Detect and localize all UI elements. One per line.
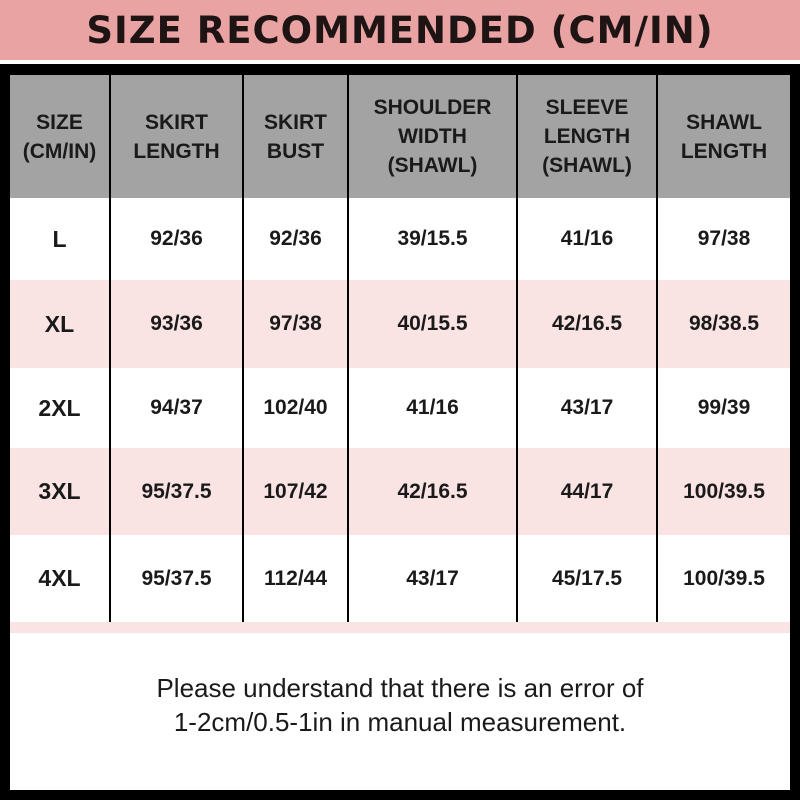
size-cell: L	[10, 198, 110, 280]
value-cell: 39/15.5	[347, 198, 517, 280]
header-line: SHAWL	[686, 110, 762, 134]
value-cell: 97/38	[656, 198, 790, 280]
measurement-note: Please understand that there is an error…	[10, 633, 790, 739]
value-cell: 44/17	[516, 448, 657, 535]
value-cell: 102/40	[242, 368, 348, 448]
column-header: SKIRT BUST	[242, 75, 348, 198]
header-line: BUST	[266, 139, 325, 163]
value-cell: 92/36	[242, 198, 348, 280]
header-line: SKIRT	[264, 110, 327, 134]
column-header: SLEEVE LENGTH (SHAWL)	[516, 75, 657, 198]
table-row: 2XL 94/37 102/40 41/16 43/17 99/39	[10, 368, 790, 448]
value-cell: 112/44	[242, 535, 348, 622]
column-header: SHOULDER WIDTH (SHAWL)	[347, 75, 517, 198]
header-line: WIDTH	[398, 125, 467, 148]
table-row: 3XL 95/37.5 107/42 42/16.5 44/17 100/39.5	[10, 448, 790, 535]
header-line: LENGTH	[680, 139, 768, 163]
value-cell: 92/36	[109, 198, 243, 280]
value-cell: 107/42	[242, 448, 348, 535]
column-header: SKIRT LENGTH	[109, 75, 243, 198]
header-line: (SHAWL)	[542, 154, 632, 177]
value-cell: 100/39.5	[656, 448, 790, 535]
value-cell: 42/16.5	[347, 448, 517, 535]
value-cell: 45/17.5	[516, 535, 657, 622]
value-cell: 42/16.5	[516, 280, 657, 368]
value-cell: 99/39	[656, 368, 790, 448]
value-cell: 95/37.5	[109, 535, 243, 622]
value-cell: 43/17	[516, 368, 657, 448]
value-cell: 40/15.5	[347, 280, 517, 368]
value-cell: 98/38.5	[656, 280, 790, 368]
value-cell: 41/16	[347, 368, 517, 448]
size-cell: 2XL	[10, 368, 110, 448]
table-row: 4XL 95/37.5 112/44 43/17 45/17.5 100/39.5	[10, 535, 790, 622]
pink-strip	[10, 622, 790, 633]
table-header-row: SIZE (CM/IN) SKIRT LENGTH SKIRT BUST SHOULDER W…	[10, 75, 790, 198]
note-line: Please understand that there is an error…	[156, 673, 644, 703]
note-line: 1-2cm/0.5-1in in manual measurement.	[173, 707, 627, 737]
value-cell: 93/36	[109, 280, 243, 368]
size-chart: SIZE (CM/IN) SKIRT LENGTH SKIRT BUST SHOULDER W…	[10, 75, 790, 790]
column-header: SIZE (CM/IN)	[10, 75, 110, 198]
header-line: (SHAWL)	[387, 154, 478, 177]
size-cell: XL	[10, 280, 110, 368]
value-cell: 94/37	[109, 368, 243, 448]
value-cell: 100/39.5	[656, 535, 790, 622]
header-line: LENGTH	[543, 125, 631, 148]
header-line: SIZE	[36, 110, 83, 134]
value-cell: 41/16	[516, 198, 657, 280]
size-table: SIZE (CM/IN) SKIRT LENGTH SKIRT BUST SHOULDER W…	[10, 75, 790, 622]
size-cell: 3XL	[10, 448, 110, 535]
header-line: SHOULDER	[373, 96, 492, 119]
size-cell: 4XL	[10, 535, 110, 622]
table-row: L 92/36 92/36 39/15.5 41/16 97/38	[10, 198, 790, 280]
value-cell: 43/17	[347, 535, 517, 622]
header-line: LENGTH	[133, 139, 220, 163]
column-header: SHAWL LENGTH	[656, 75, 790, 198]
value-cell: 95/37.5	[109, 448, 243, 535]
page-title: SIZE RECOMMENDED (CM/IN)	[86, 8, 714, 52]
divider	[0, 60, 800, 64]
value-cell: 97/38	[242, 280, 348, 368]
header-line: SLEEVE	[545, 96, 629, 119]
header-line: (CM/IN)	[22, 139, 97, 163]
table-row: XL 93/36 97/38 40/15.5 42/16.5 98/38.5	[10, 280, 790, 368]
title-banner: SIZE RECOMMENDED (CM/IN)	[0, 0, 800, 60]
header-line: SKIRT	[145, 110, 208, 134]
